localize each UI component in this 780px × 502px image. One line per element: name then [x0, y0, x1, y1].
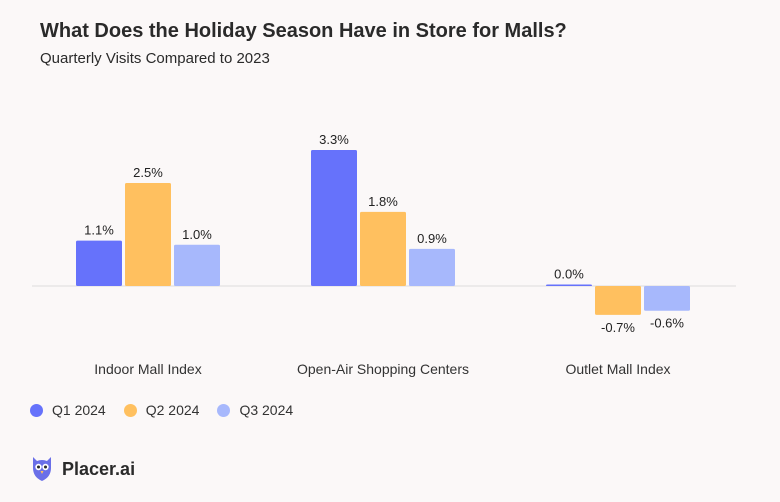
brand-name: Placer.ai — [62, 458, 136, 479]
legend-item-q3: Q3 2024 — [217, 402, 293, 418]
chart-subtitle: Quarterly Visits Compared to 2023 — [40, 50, 270, 67]
legend-label-q1: Q1 2024 — [52, 402, 106, 418]
legend-swatch-q3 — [217, 403, 231, 417]
legend-swatch-q1 — [30, 403, 43, 417]
bar-2-2 — [644, 286, 690, 311]
data-label-0-0: 1.1% — [84, 223, 114, 238]
legend-label-q3: Q3 2024 — [239, 402, 294, 418]
bar-0-2 — [546, 284, 592, 286]
bar-1-0 — [125, 183, 171, 286]
legend-swatch-q2 — [123, 403, 137, 417]
bar-1-2 — [595, 286, 641, 315]
category-label-2: Outlet Mall Index — [565, 361, 670, 377]
data-label-2-2: -0.6% — [650, 316, 684, 331]
data-label-1-2: -0.7% — [601, 320, 635, 335]
bar-0-1 — [311, 150, 357, 286]
legend-label-q2: Q2 2024 — [145, 402, 200, 418]
legend-item-q2: Q2 2024 — [123, 402, 200, 418]
category-label-0: Indoor Mall Index — [94, 361, 201, 377]
bar-chart: 1.1% 3.3% 0.0% 2.5% 1.8% -0.7% 1.0% 0.9% -0.6% In… — [32, 132, 736, 377]
bar-1-1 — [360, 211, 406, 286]
bar-2-1 — [409, 248, 455, 286]
data-label-1-1: 1.8% — [368, 194, 398, 209]
bar-2-0 — [174, 244, 220, 286]
owl-logo-icon — [33, 457, 51, 481]
category-label-1: Open-Air Shopping Centers — [297, 361, 469, 377]
chart-title: What Does the Holiday Season Have in Sto… — [40, 20, 567, 42]
bar-0-0 — [76, 240, 122, 286]
data-label-0-2: 0.0% — [554, 267, 584, 282]
data-label-0-1: 3.3% — [319, 132, 349, 147]
legend: Q1 2024 Q2 2024 Q3 2024 — [30, 402, 293, 418]
brand: Placer.ai — [30, 455, 135, 483]
legend-item-q1: Q1 2024 — [30, 402, 106, 418]
data-label-1-0: 2.5% — [133, 165, 163, 180]
data-label-2-1: 0.9% — [417, 231, 447, 246]
data-label-2-0: 1.0% — [182, 227, 212, 242]
